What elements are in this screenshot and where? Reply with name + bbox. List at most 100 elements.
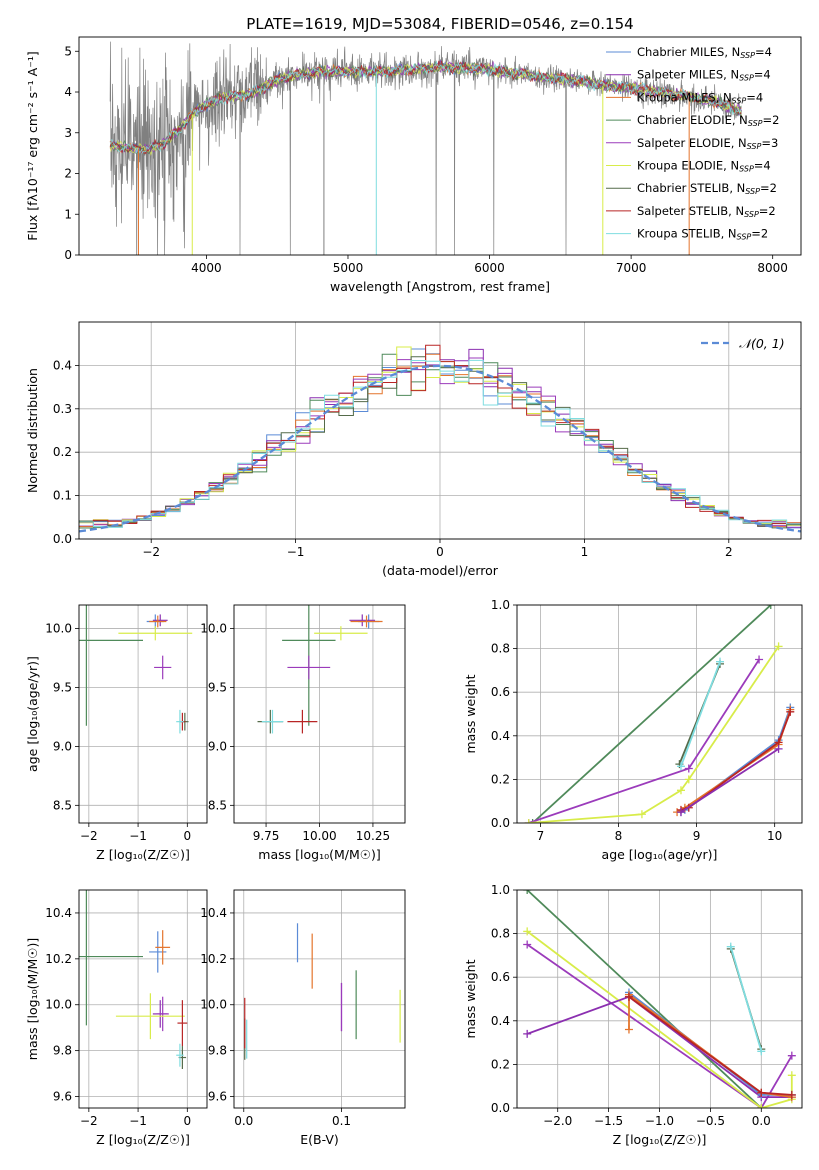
y-tick-label: 0.4	[491, 1014, 510, 1028]
mass-weight-vs-metallicity-panel: −2.0 −1.5 −1.0 −0.5 0.0 0.0 0.2 0.4 0.6 0.8 1.0 Z […	[463, 883, 803, 1147]
plot-area	[244, 923, 401, 1060]
y-tick-label: 0.2	[491, 1057, 510, 1071]
x-tick-label: −0.5	[696, 1114, 725, 1128]
legend-label: Salpeter STELIB, NSSP=2	[637, 204, 776, 219]
data-point-marker	[774, 642, 783, 651]
data-point-marker	[637, 810, 646, 819]
series-line-chabrier-elodie	[526, 890, 762, 1108]
y-tick-label: 0.3	[53, 402, 72, 416]
data-point-marker	[786, 707, 795, 716]
series-line-kroupa-stelib	[680, 661, 721, 767]
y-tick-label: 9.0	[208, 739, 227, 753]
x-tick-label: 8000	[757, 261, 788, 275]
legend-label: Kroupa STELIB, NSSP=2	[637, 227, 768, 242]
model-spectrum-kroupa-stelib	[109, 60, 742, 154]
legend-label: Chabrier ELODIE, NSSP=2	[637, 113, 779, 128]
y-tick-label: 0	[64, 248, 72, 262]
data-point-marker	[624, 1025, 633, 1034]
y-tick-label: 2	[64, 167, 72, 181]
y-tick-label: 10.2	[200, 952, 227, 966]
x-tick-label: 10	[767, 829, 782, 843]
series-line-kroupa-elodie	[528, 645, 780, 823]
x-tick-label: −1.5	[594, 1114, 623, 1128]
y-tick-label: 0.8	[491, 927, 510, 941]
errorbar-kroupa-miles	[155, 930, 171, 965]
errorbar-kroupa-stelib	[176, 1043, 184, 1067]
age-vs-mass-panel: 9.75 10.00 10.25 8.5 9.0 9.5 10.0 mass [log₁₀(M…	[200, 604, 406, 862]
axes-frame	[233, 889, 406, 1109]
errorbar-kroupa-stelib	[261, 709, 284, 734]
data-point-marker	[757, 1104, 766, 1108]
y-tick-label: 0.8	[491, 642, 510, 656]
data-point-marker	[716, 657, 725, 666]
x-tick-label: 9.75	[253, 829, 280, 843]
y-axis-label: age [log₁₀(age/yr)]	[25, 656, 40, 772]
y-axis-label: Normed distribution	[25, 368, 40, 493]
y-tick-label: 0.4	[491, 729, 510, 743]
x-tick-label: −1.0	[645, 1114, 674, 1128]
mass-weight-vs-age-panel: 7 8 9 10 0.0 0.2 0.4 0.6 0.8 1.0 age [log₁₀(age/yr…	[463, 598, 803, 862]
y-tick-label: 8.5	[53, 798, 72, 812]
y-tick-label: 4	[64, 85, 72, 99]
y-tick-label: 0.2	[53, 445, 72, 459]
series-line-kroupa-stelib	[729, 946, 763, 1052]
axes-frame	[78, 321, 802, 540]
y-tick-label: 9.6	[53, 1090, 72, 1104]
data-point-marker	[766, 605, 775, 609]
data-point-marker	[787, 1090, 796, 1099]
axes-frame	[78, 604, 208, 824]
age-vs-metallicity-panel: −2 −1 0 8.5 9.0 9.5 10.0 Z [log₁₀(Z/Z☉)] age [lo…	[25, 604, 208, 862]
y-tick-label: 1.0	[491, 883, 510, 897]
x-tick-label: −1	[287, 545, 305, 559]
data-point-marker	[523, 1029, 532, 1038]
y-tick-label: 0.2	[491, 772, 510, 786]
data-point-marker	[684, 764, 693, 773]
x-axis-label: E(B-V)	[300, 1132, 339, 1147]
errorbar-chabrier-elodie	[282, 605, 336, 726]
y-tick-label: 0.0	[491, 1101, 510, 1115]
y-tick-label: 0.0	[53, 532, 72, 546]
axes-frame	[78, 889, 208, 1109]
data-point-marker	[757, 1088, 766, 1097]
errorbar-chabrier-elodie	[79, 605, 143, 726]
y-tick-label: 9.8	[208, 1044, 227, 1058]
spectrum-panel: 4000 5000 6000 7000 8000 0 1 2 3 4 5 wavelength [An…	[25, 36, 802, 294]
errorbar-kroupa-elodie	[118, 626, 193, 641]
plot-area	[79, 344, 801, 533]
x-tick-label: 0.0	[234, 1114, 253, 1128]
figure-title: PLATE=1619, MJD=53084, FIBERID=0546, z=0…	[246, 15, 633, 33]
x-tick-label: 10.25	[356, 829, 390, 843]
series-line-chabrier-elodie	[531, 605, 772, 823]
y-tick-label: 10.4	[200, 906, 227, 920]
y-tick-label: 3	[64, 126, 72, 140]
x-axis-label: wavelength [Angstrom, rest frame]	[330, 279, 550, 294]
x-tick-label: 0.1	[332, 1114, 351, 1128]
y-axis-label: mass [log₁₀(M/M☉)]	[25, 938, 40, 1060]
histogram-kroupa-stelib	[79, 359, 801, 528]
errorbar-salpeter-stelib	[177, 1000, 188, 1047]
data-point-marker	[684, 775, 693, 784]
y-tick-label: 0.0	[491, 816, 510, 830]
x-tick-label: −2.0	[543, 1114, 572, 1128]
data-point-marker	[787, 1071, 796, 1080]
legend-label: 𝒩(0, 1)	[739, 336, 785, 351]
x-tick-label: 7000	[616, 261, 647, 275]
y-tick-label: 0.6	[491, 685, 510, 699]
x-tick-label: −2	[142, 545, 160, 559]
y-axis-label: mass weight	[463, 674, 478, 753]
x-tick-label: −2	[80, 1114, 98, 1128]
x-axis-label: Z [log₁₀(Z/Z☉)]	[613, 1132, 707, 1147]
x-tick-label: 0	[436, 545, 444, 559]
data-point-marker	[774, 744, 783, 753]
mass-vs-extinction-panel: 0.0 0.1 9.6 9.8 10.0 10.2 10.4 E(B-V)	[200, 889, 406, 1147]
y-tick-label: 5	[64, 44, 72, 58]
y-axis-label: Flux [fλ10⁻¹⁷ erg cm⁻² s⁻¹ A⁻¹]	[25, 51, 40, 240]
y-tick-label: 9.5	[208, 680, 227, 694]
legend: Chabrier MILES, NSSP=4 Salpeter MILES, NS…	[606, 45, 779, 242]
plot-area	[109, 41, 742, 255]
data-point-marker	[787, 1051, 796, 1060]
series-line-salpeter-stelib	[680, 711, 792, 811]
x-axis-label: (data-model)/error	[382, 563, 499, 578]
y-tick-label: 9.0	[53, 739, 72, 753]
